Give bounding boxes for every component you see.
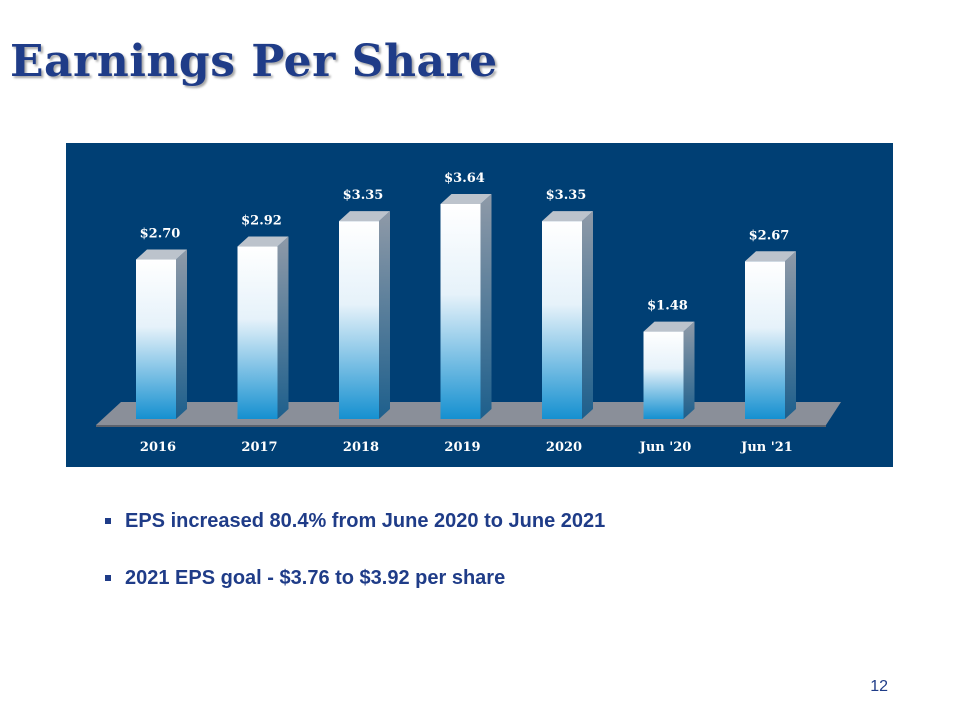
bar-top-face: [643, 321, 695, 332]
bar-top-face: [542, 211, 593, 222]
chart-floor-edge: [96, 425, 826, 427]
bar-side-face: [785, 251, 796, 419]
category-label: 2017: [241, 440, 277, 455]
bar-top-face: [136, 249, 187, 260]
bar-2017: [237, 236, 289, 419]
bar-top-face: [745, 251, 796, 262]
slide-title: Earnings Per Share: [10, 36, 498, 87]
bar-front-face: [440, 204, 481, 419]
bar-side-face: [277, 236, 289, 419]
bar-front-face: [643, 331, 684, 419]
bullet-text: EPS increased 80.4% from June 2020 to Ju…: [125, 510, 606, 532]
data-label: $3.35: [546, 188, 587, 203]
category-label: 2016: [140, 440, 176, 455]
bullet-item: 2021 EPS goal - $3.76 to $3.92 per share: [105, 565, 605, 591]
data-label: $3.64: [444, 171, 485, 186]
bar-front-face: [136, 259, 176, 419]
data-label: $2.67: [749, 228, 790, 243]
data-label: $2.92: [241, 214, 282, 229]
bar-side-face: [480, 194, 492, 419]
category-label: 2019: [444, 440, 480, 455]
bar-side-face: [582, 211, 593, 419]
bar-2016: [136, 249, 187, 419]
bar-front-face: [745, 261, 785, 419]
bullet-item: EPS increased 80.4% from June 2020 to Ju…: [105, 508, 605, 534]
category-label: 2018: [343, 440, 379, 455]
bar-top-face: [440, 194, 492, 204]
bullet-square-icon: [105, 518, 111, 524]
bar-2018: [339, 211, 390, 419]
bar-jun-20: [643, 321, 695, 419]
bar-front-face: [339, 221, 379, 419]
bar-top-face: [339, 211, 390, 222]
category-label: Jun '20: [639, 440, 692, 455]
bar-front-face: [542, 221, 582, 419]
bar-2020: [542, 211, 593, 419]
bar-2019: [440, 194, 492, 419]
bullet-square-icon: [105, 575, 111, 581]
bar-front-face: [237, 246, 278, 419]
eps-bar-chart: $2.70 2016 $2.92 2017 $3.35 2018 $3.64 2019 $3.3…: [96, 171, 841, 455]
bullet-list: EPS increased 80.4% from June 2020 to Ju…: [105, 508, 605, 622]
data-label: $3.35: [343, 188, 384, 203]
category-label: 2020: [546, 440, 582, 455]
eps-chart-panel: $2.70 2016 $2.92 2017 $3.35 2018 $3.64 2019 $3.3…: [66, 143, 893, 467]
bar-side-face: [379, 211, 390, 419]
bullet-text: 2021 EPS goal - $3.76 to $3.92 per share: [125, 567, 506, 589]
bar-side-face: [683, 321, 695, 419]
data-label: $2.70: [140, 227, 181, 242]
category-label: Jun '21: [740, 440, 793, 455]
data-label: $1.48: [647, 299, 688, 314]
bar-jun-21: [745, 251, 796, 419]
bar-top-face: [237, 236, 289, 247]
page-number: 12: [870, 678, 888, 695]
bar-side-face: [176, 249, 187, 419]
